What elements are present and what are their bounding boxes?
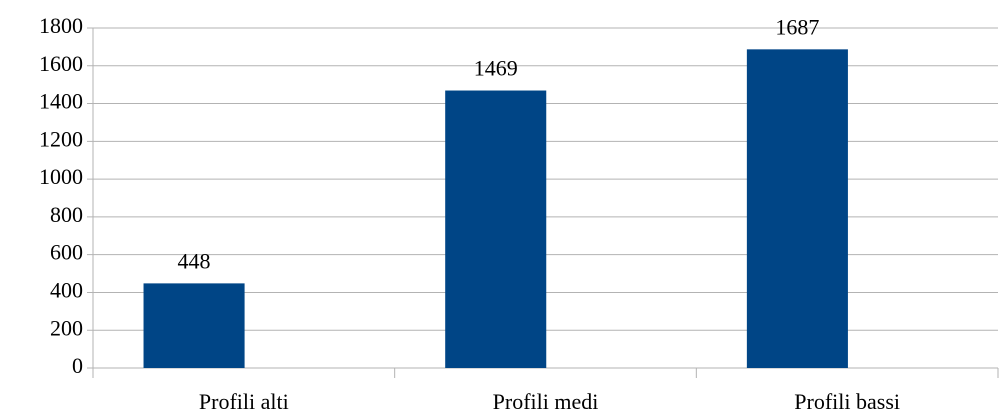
- y-tick-label: 0: [72, 353, 83, 378]
- y-tick-label: 1400: [39, 89, 83, 114]
- bar: [445, 90, 547, 369]
- data-label: 1469: [474, 56, 518, 81]
- data-label: 448: [178, 248, 211, 273]
- y-tick-label: 800: [50, 202, 83, 227]
- y-tick-label: 600: [50, 240, 83, 265]
- y-tick-label: 1600: [39, 51, 83, 76]
- x-tick-label: Profili alti: [199, 389, 289, 414]
- y-tick-label: 400: [50, 277, 83, 302]
- y-tick-label: 1800: [39, 13, 83, 38]
- y-tick-label: 1000: [39, 164, 83, 189]
- y-tick-label: 1200: [39, 126, 83, 151]
- x-tick-label: Profili medi: [493, 389, 599, 414]
- bar: [143, 283, 245, 368]
- y-tick-label: 200: [50, 315, 83, 340]
- bar: [746, 49, 848, 368]
- x-tick-label: Profili bassi: [794, 389, 900, 414]
- data-label: 1687: [775, 14, 819, 39]
